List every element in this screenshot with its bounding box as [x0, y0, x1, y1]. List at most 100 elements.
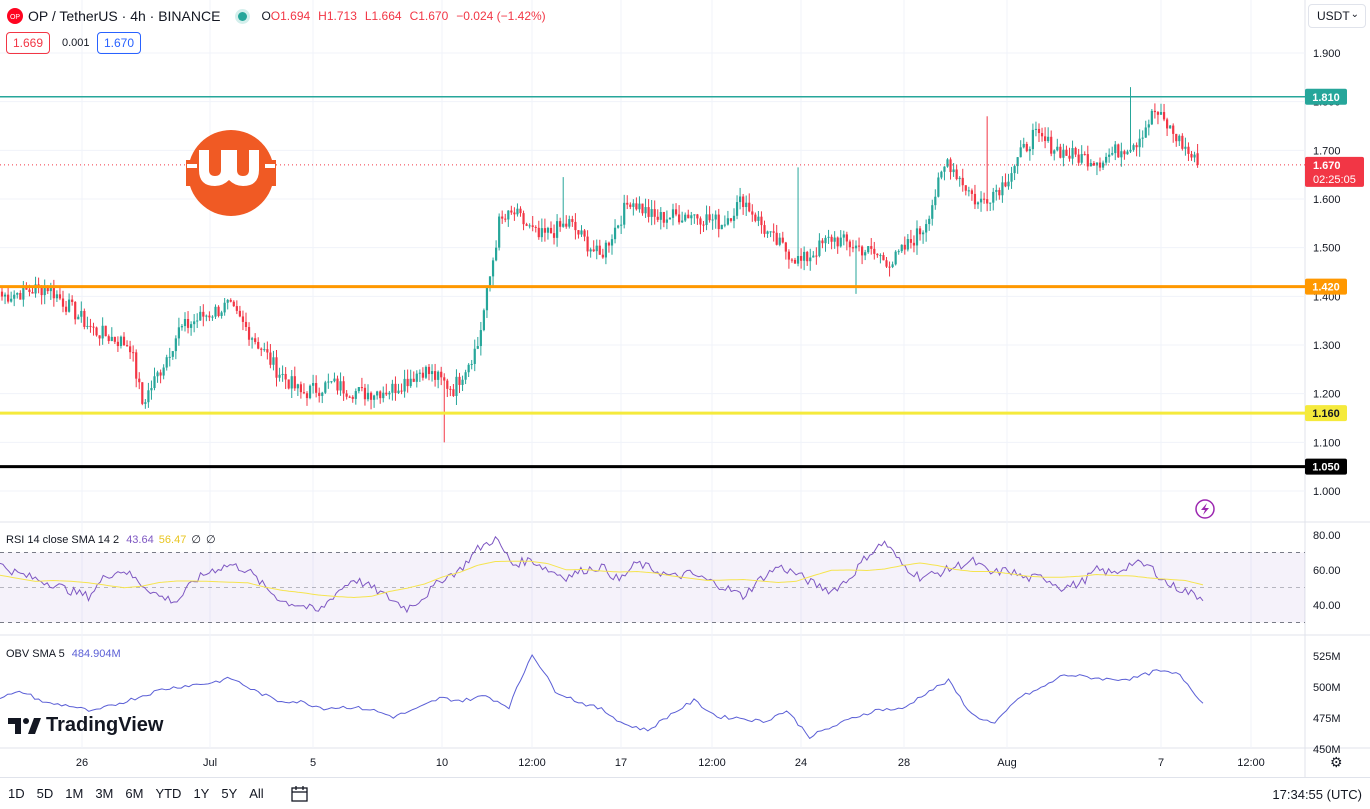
timeframe-3m[interactable]: 3M	[95, 786, 114, 801]
candle-body	[845, 234, 848, 242]
obv-tick-label: 500M	[1313, 682, 1341, 694]
candle-body	[308, 385, 312, 399]
price-tick-label: 1.700	[1313, 145, 1341, 157]
candle-body	[949, 159, 952, 173]
sell-price-button[interactable]: 1.669	[6, 32, 51, 54]
candle-body	[1031, 129, 1034, 150]
currency-selector[interactable]: USDT ⌄	[1308, 4, 1366, 28]
buy-price-button[interactable]: 1.670	[97, 32, 142, 54]
timeframe-1y[interactable]: 1Y	[193, 786, 210, 801]
rsi-legend[interactable]: RSI 14 close SMA 14 2 43.64 56.47 ∅ ∅	[6, 533, 216, 546]
candle-body	[546, 227, 550, 233]
candle-body	[983, 198, 986, 200]
candle-body	[1095, 162, 1099, 166]
candle-body	[147, 390, 150, 403]
tradingview-logo[interactable]: TradingView	[8, 714, 163, 737]
candle-body	[16, 292, 19, 295]
candle-body	[296, 384, 299, 389]
symbol-header[interactable]: OP OP / TetherUS · 4h · BINANCE OO1.694 …	[6, 6, 554, 26]
candle-body	[345, 393, 348, 397]
candle-body	[589, 249, 592, 252]
symbol-title[interactable]: OP / TetherUS · 4h · BINANCE	[28, 8, 221, 24]
candle-body	[903, 244, 906, 250]
candle-body	[83, 310, 86, 327]
lightning-icon[interactable]	[1195, 499, 1215, 519]
candle-body	[1147, 124, 1150, 128]
candle-body	[244, 321, 248, 328]
candle-body	[247, 327, 251, 340]
obv-tick-label: 450M	[1313, 744, 1341, 756]
candle-body	[1068, 155, 1071, 159]
candle-body	[626, 202, 629, 205]
candle-body	[699, 218, 702, 225]
candle-body	[177, 327, 180, 339]
candle-body	[98, 335, 101, 339]
candle-body	[183, 318, 187, 327]
candle-body	[610, 239, 614, 246]
candle-body	[220, 312, 223, 316]
candle-body	[1086, 154, 1089, 167]
rsi-extra1: ∅	[191, 534, 201, 546]
candle-body	[745, 202, 748, 208]
candle-body	[348, 396, 351, 398]
price-tick-label: 1.500	[1313, 243, 1341, 255]
candle-body	[449, 388, 452, 390]
candle-body	[647, 207, 650, 217]
candle-body	[882, 255, 885, 261]
candle-body	[479, 330, 482, 347]
rsi-tick-label: 40.00	[1313, 600, 1341, 612]
obv-legend[interactable]: OBV SMA 5 484.904M	[6, 648, 121, 660]
candle-body	[150, 388, 153, 391]
candle-body	[650, 209, 653, 217]
lightning-bolt	[1201, 503, 1209, 515]
candle-body	[620, 224, 623, 226]
utc-clock[interactable]: 17:34:55 (UTC)	[1272, 787, 1362, 802]
svg-text:OP: OP	[10, 14, 20, 21]
level-price-tag	[1305, 278, 1347, 295]
timeframe-1d[interactable]: 1D	[8, 786, 25, 801]
candle-body	[1025, 143, 1028, 152]
candle-body	[1135, 145, 1138, 148]
candle-body	[800, 256, 803, 261]
candle-body	[632, 203, 635, 207]
candle-body	[604, 242, 607, 258]
candle-body	[418, 372, 421, 374]
candle-body	[388, 392, 391, 395]
candle-body	[1105, 156, 1108, 163]
candle-body	[925, 224, 928, 233]
timeframe-6m[interactable]: 6M	[125, 786, 144, 801]
candle-body	[803, 251, 806, 261]
candle-body	[690, 215, 693, 219]
candle-body	[864, 252, 867, 256]
candle-body	[159, 372, 162, 376]
op-token-icon: OP	[7, 8, 23, 24]
candle-body	[809, 257, 812, 262]
candle-body	[476, 346, 479, 349]
candle-body	[208, 315, 211, 318]
date-range-icon[interactable]	[290, 785, 310, 803]
settings-icon[interactable]: ⚙	[1330, 754, 1343, 770]
timeframe-5d[interactable]: 5D	[36, 786, 54, 801]
currency-label: USDT	[1317, 9, 1350, 23]
candle-body	[641, 203, 644, 214]
candle-body	[586, 236, 589, 252]
logo-dash	[187, 164, 197, 168]
timeframe-5y[interactable]: 5Y	[221, 786, 238, 801]
candle-body	[671, 209, 675, 218]
timeframe-ytd[interactable]: YTD	[155, 786, 182, 801]
candle-body	[851, 247, 855, 249]
candle-body	[446, 380, 449, 389]
candle-body	[458, 376, 461, 385]
candle-body	[1077, 154, 1080, 163]
candle-body	[205, 315, 208, 317]
candle-body	[915, 228, 919, 246]
timeframe-all[interactable]: All	[249, 786, 264, 801]
timeframe-1m[interactable]: 1M	[65, 786, 84, 801]
candle-body	[406, 378, 409, 387]
candle-body	[510, 210, 513, 213]
candle-body	[504, 218, 507, 220]
candle-body	[10, 298, 13, 302]
candle-body	[366, 392, 370, 400]
